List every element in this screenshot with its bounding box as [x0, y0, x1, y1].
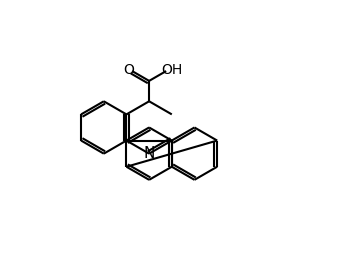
Text: OH: OH [162, 63, 183, 76]
Text: N: N [143, 146, 155, 161]
Text: O: O [124, 63, 135, 76]
